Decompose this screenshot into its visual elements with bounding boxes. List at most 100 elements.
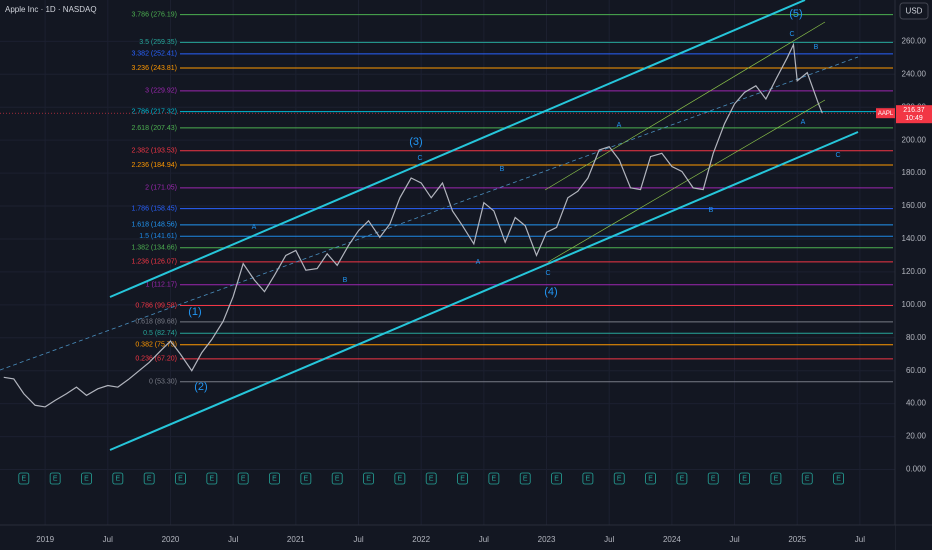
fib-label: 2.236 (184.94) bbox=[131, 162, 177, 169]
y-tick-label: 120.00 bbox=[902, 267, 927, 276]
fib-label: 1.5 (141.61) bbox=[139, 233, 177, 240]
price-axis bbox=[895, 0, 932, 550]
x-tick-label: 2022 bbox=[412, 535, 430, 544]
x-tick-label: 2024 bbox=[663, 535, 681, 544]
earnings-label: E bbox=[742, 475, 747, 482]
earnings-marker bbox=[425, 472, 437, 485]
earnings-marker bbox=[237, 472, 249, 485]
y-tick-label: 200.00 bbox=[902, 135, 927, 144]
wave-label: (3) bbox=[409, 136, 422, 148]
earnings-marker bbox=[833, 472, 844, 485]
earnings-marker bbox=[81, 472, 92, 485]
earnings-label: E bbox=[774, 475, 779, 482]
fib-label: 0.618 (89.68) bbox=[135, 319, 177, 326]
earnings-label: E bbox=[21, 475, 26, 482]
price-line bbox=[3, 42, 823, 408]
earnings-label: E bbox=[53, 475, 58, 482]
y-tick-label: 0.000 bbox=[906, 465, 927, 474]
wave-label: A bbox=[801, 119, 806, 126]
fib-label: 0.786 (99.58) bbox=[135, 302, 177, 309]
x-tick-label: Jul bbox=[103, 535, 113, 544]
earnings-label: E bbox=[492, 475, 497, 482]
earnings-label: E bbox=[398, 475, 403, 482]
earnings-marker bbox=[457, 472, 468, 485]
y-tick-label: 60.00 bbox=[906, 366, 927, 375]
fib-label: 1 (112.17) bbox=[146, 282, 177, 289]
earnings-label: E bbox=[523, 475, 528, 482]
x-tick-label: 2023 bbox=[538, 535, 556, 544]
inner-channel bbox=[547, 99, 826, 263]
countdown-label: 10:49 bbox=[905, 115, 923, 122]
wave-label: B bbox=[500, 166, 505, 173]
y-tick-label: 80.00 bbox=[906, 333, 927, 342]
wave-label: B bbox=[814, 44, 819, 51]
earnings-marker bbox=[363, 472, 374, 485]
fib-label: 3 (229.92) bbox=[145, 88, 177, 95]
x-tick-label: 2021 bbox=[287, 535, 305, 544]
earnings-label: E bbox=[178, 475, 183, 482]
wave-label: B bbox=[709, 207, 714, 214]
fib-label: 3.382 (252.41) bbox=[131, 51, 177, 58]
wave-label: A bbox=[617, 122, 622, 129]
price-tag bbox=[896, 105, 932, 124]
wave-label: (1) bbox=[188, 306, 201, 318]
earnings-marker bbox=[18, 472, 30, 485]
earnings-marker bbox=[645, 472, 656, 485]
earnings-marker bbox=[519, 472, 531, 485]
symbol-title: Apple Inc · 1D · NASDAQ bbox=[5, 5, 97, 14]
fib-label: 0 (53.30) bbox=[149, 379, 177, 386]
inner-channel bbox=[544, 21, 826, 191]
y-tick-label: 180.00 bbox=[902, 168, 927, 177]
fib-label: 3.236 (243.81) bbox=[131, 65, 177, 72]
x-tick-label: 2020 bbox=[162, 535, 180, 544]
earnings-marker bbox=[582, 472, 594, 485]
y-tick-label: 260.00 bbox=[902, 36, 927, 45]
x-tick-label: Jul bbox=[353, 535, 363, 544]
earnings-marker bbox=[613, 472, 625, 485]
earnings-label: E bbox=[304, 475, 309, 482]
wave-label: (2) bbox=[194, 381, 207, 393]
wave-label: B bbox=[343, 277, 348, 284]
symbol-tag-label: AAPL bbox=[878, 111, 894, 117]
earnings-marker bbox=[269, 472, 280, 485]
wave-label: (4) bbox=[544, 286, 557, 298]
fib-label: 2.618 (207.43) bbox=[131, 125, 177, 132]
earnings-marker bbox=[331, 472, 343, 485]
wave-label: A bbox=[252, 224, 257, 231]
wave-label: C bbox=[417, 155, 422, 162]
y-tick-label: 140.00 bbox=[902, 234, 927, 243]
y-tick-label: 100.00 bbox=[902, 300, 927, 309]
currency[interactable]: USD bbox=[906, 7, 923, 16]
earnings-label: E bbox=[241, 475, 246, 482]
wave-labels: (1) (2) (3) (4) (5) A B C A B C A B C B … bbox=[188, 8, 840, 393]
y-tick-label: 20.00 bbox=[906, 432, 927, 441]
earnings-marker bbox=[770, 472, 782, 485]
wave-label: C bbox=[545, 270, 550, 277]
x-tick-label: 2025 bbox=[788, 535, 806, 544]
fib-label: 3.5 (259.35) bbox=[139, 39, 177, 46]
earnings-label: E bbox=[617, 475, 622, 482]
fib-label: 1.236 (126.07) bbox=[131, 259, 177, 266]
x-tick-label: Jul bbox=[604, 535, 614, 544]
fib-label: 1.382 (134.66) bbox=[131, 245, 177, 252]
fib-label: 1.786 (158.45) bbox=[131, 205, 177, 212]
x-tick-label: 2019 bbox=[36, 535, 54, 544]
fib-label: 1.618 (148.56) bbox=[131, 222, 177, 229]
fib-levels: 3.786 (276.19) 3.5 (259.35) 3.382 (252.41)… bbox=[0, 0, 895, 525]
earnings-label: E bbox=[210, 475, 215, 482]
trend-dashed bbox=[0, 56, 859, 371]
wave-label: C bbox=[835, 152, 840, 159]
earnings-marker bbox=[206, 472, 218, 485]
fib-label: 2.382 (193.53) bbox=[131, 148, 177, 155]
earnings-label: E bbox=[429, 475, 434, 482]
earnings-marker bbox=[488, 472, 500, 485]
earnings-label: E bbox=[805, 475, 810, 482]
x-tick-label: Jul bbox=[729, 535, 739, 544]
earnings-label: E bbox=[836, 475, 841, 482]
earnings-label: E bbox=[335, 475, 340, 482]
symbol-tag bbox=[876, 108, 895, 119]
currency-button[interactable] bbox=[899, 2, 929, 20]
axes: 0.000 20.00 40.00 60.00 80.00 100.00 120.00 140… bbox=[36, 36, 932, 544]
earnings-label: E bbox=[554, 475, 559, 482]
